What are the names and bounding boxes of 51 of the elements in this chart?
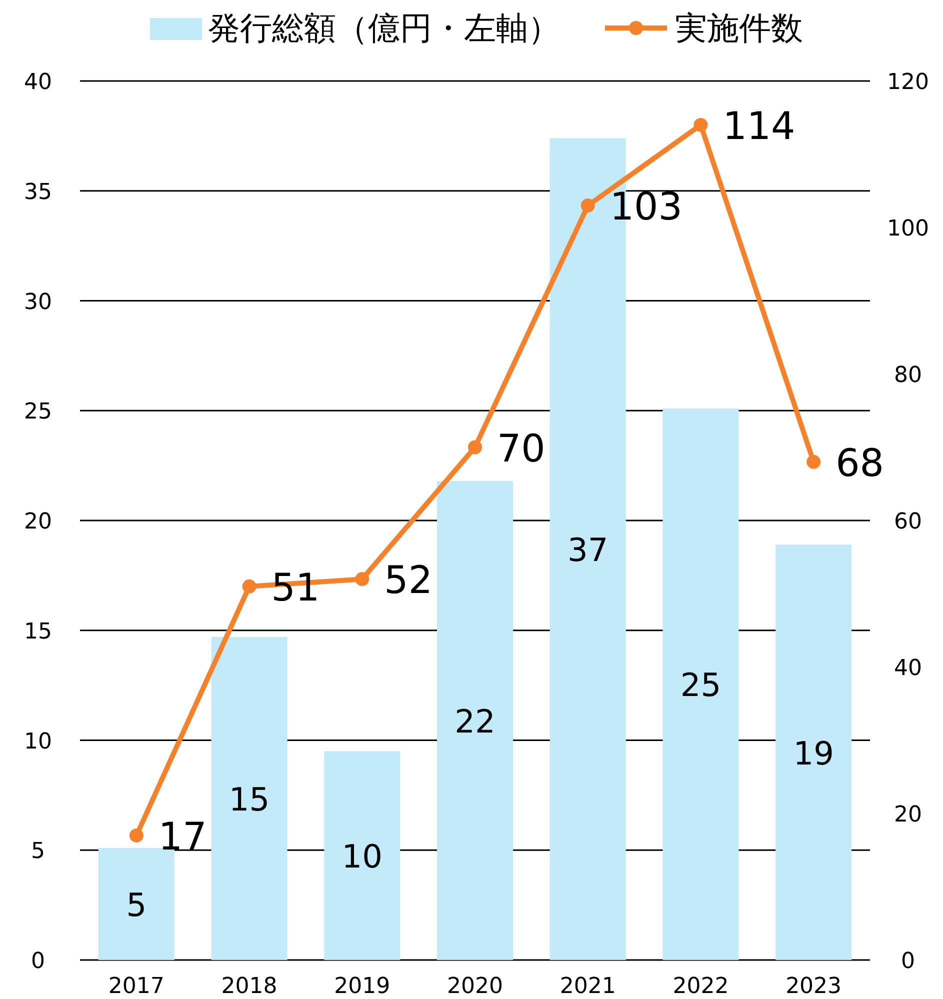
y-tick-label: 35 (24, 180, 52, 205)
x-tick-label: 2023 (786, 974, 842, 999)
point (242, 579, 256, 594)
data-label: 17 (158, 814, 207, 858)
data-label: 68 (836, 440, 884, 485)
data-label: 37 (568, 531, 608, 570)
bar (437, 480, 513, 960)
data-label: 22 (454, 702, 496, 740)
y2-tick-label: 40 (894, 656, 922, 681)
data-label: 70 (497, 426, 546, 470)
y-tick-label: 20 (24, 510, 52, 534)
y2-tick-label: 80 (894, 363, 922, 388)
y-tick-label: 0 (31, 949, 45, 974)
data-label: 15 (228, 780, 270, 818)
y2-tick-label: 0 (901, 949, 915, 974)
data-label: 103 (610, 184, 682, 229)
data-label: 10 (342, 838, 382, 876)
point (694, 118, 708, 132)
point (580, 198, 595, 213)
bar (98, 848, 174, 960)
bar (776, 544, 852, 960)
y-tick-label: 40 (24, 70, 52, 95)
point (806, 454, 821, 469)
y2-tick-label: 100 (887, 216, 929, 242)
y2-tick-label: 60 (894, 510, 922, 534)
y-tick-label: 5 (31, 839, 45, 864)
legend-label: 発行総額（億円・左軸） (208, 9, 560, 47)
x-tick-label: 2018 (221, 974, 278, 999)
data-label: 19 (793, 734, 834, 772)
y-tick-label: 10 (24, 729, 52, 754)
legend-label: 実施件数 (675, 9, 803, 47)
point (129, 828, 144, 842)
y2-tick-label: 20 (894, 802, 922, 828)
bar (662, 408, 739, 960)
bar (211, 636, 288, 960)
bar (324, 751, 400, 960)
y-tick-label: 15 (24, 619, 52, 644)
y-tick-label: 30 (24, 290, 52, 315)
x-tick-label: 2022 (672, 974, 729, 999)
x-tick-label: 2021 (560, 974, 616, 999)
data-label: 5 (126, 886, 147, 924)
y-tick-label: 25 (24, 400, 52, 425)
x-tick-label: 2019 (334, 974, 390, 999)
x-tick-label: 2020 (447, 974, 503, 999)
data-label: 114 (722, 104, 796, 148)
point (355, 572, 370, 586)
y2-tick-label: 120 (887, 70, 929, 95)
data-label: 52 (384, 558, 432, 602)
x-tick-label: 2017 (108, 974, 164, 999)
data-label: 25 (680, 666, 722, 704)
point (468, 440, 482, 454)
